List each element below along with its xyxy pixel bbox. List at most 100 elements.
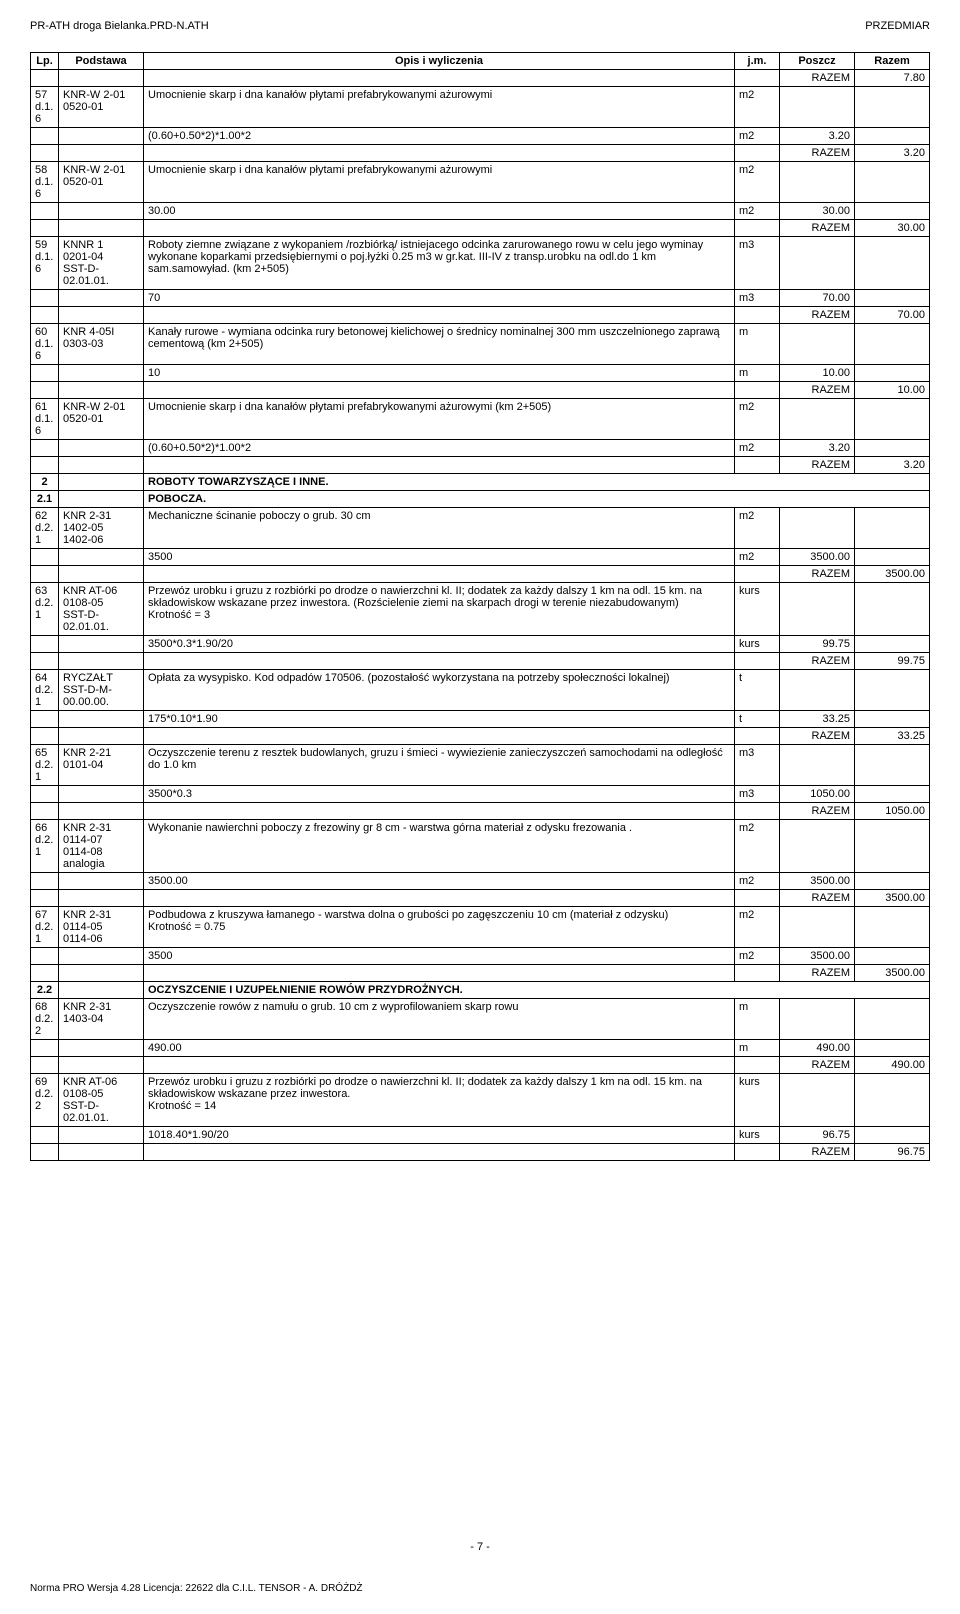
item-jm: m	[735, 324, 780, 365]
table-row: 58d.1.6KNR-W 2-010520-01Umocnienie skarp…	[31, 162, 930, 203]
cell-razem	[855, 365, 930, 382]
razem-label: RAZEM	[780, 145, 855, 162]
cell-lp	[31, 70, 59, 87]
razem-label: RAZEM	[780, 457, 855, 474]
calc-poszcz: 33.25	[780, 711, 855, 728]
cell-jm	[735, 728, 780, 745]
table-row: RAZEM99.75	[31, 653, 930, 670]
calc-poszcz: 10.00	[780, 365, 855, 382]
cell-jm	[735, 890, 780, 907]
item-lp: 63d.2.1	[31, 583, 59, 636]
table-row: 57d.1.6KNR-W 2-010520-01Umocnienie skarp…	[31, 87, 930, 128]
calc-opis: 70	[144, 290, 735, 307]
calc-jm: kurs	[735, 636, 780, 653]
cell-poszcz	[780, 745, 855, 786]
cell-razem	[855, 399, 930, 440]
table-row: 2 ROBOTY TOWARZYSZĄCE I INNE.	[31, 474, 930, 491]
cell-lp	[31, 220, 59, 237]
cell-poszcz	[780, 87, 855, 128]
cell-opis	[144, 1057, 735, 1074]
cell-pod	[59, 890, 144, 907]
cell-jm	[735, 307, 780, 324]
calc-opis: 1018.40*1.90/20	[144, 1127, 735, 1144]
calc-jm: t	[735, 711, 780, 728]
cell-lp	[31, 566, 59, 583]
cell-razem	[855, 440, 930, 457]
item-pod: KNR 2-310114-070114-08analogia	[59, 820, 144, 873]
razem-label: RAZEM	[780, 890, 855, 907]
cell-razem	[855, 999, 930, 1040]
cell-pod	[59, 728, 144, 745]
item-opis: Wykonanie nawierchni poboczy z frezowiny…	[144, 820, 735, 873]
cell-jm	[735, 803, 780, 820]
section-lp: 2.1	[31, 491, 59, 508]
cell-poszcz	[780, 399, 855, 440]
cell-opis	[144, 653, 735, 670]
calc-jm: m2	[735, 128, 780, 145]
table-row: 63d.2.1KNR AT-060108-05SST-D-02.01.01.Pr…	[31, 583, 930, 636]
cell-lp	[31, 145, 59, 162]
table-row: 3500.00m23500.00	[31, 873, 930, 890]
calc-opis: 10	[144, 365, 735, 382]
item-jm: m2	[735, 87, 780, 128]
item-pod: KNR AT-060108-05SST-D-02.01.01.	[59, 1074, 144, 1127]
section-opis: ROBOTY TOWARZYSZĄCE I INNE.	[144, 474, 930, 491]
table-row: 1018.40*1.90/20kurs96.75	[31, 1127, 930, 1144]
cell-lp	[31, 1040, 59, 1057]
razem-label: RAZEM	[780, 566, 855, 583]
calc-opis: 175*0.10*1.90	[144, 711, 735, 728]
item-opis: Umocnienie skarp i dna kanałów płytami p…	[144, 162, 735, 203]
razem-label: RAZEM	[780, 1057, 855, 1074]
cell-poszcz	[780, 670, 855, 711]
cell-pod	[59, 220, 144, 237]
item-opis: Opłata za wysypisko. Kod odpadów 170506.…	[144, 670, 735, 711]
cell-lp	[31, 203, 59, 220]
table-row: RAZEM3500.00	[31, 965, 930, 982]
table-row: 61d.1.6KNR-W 2-010520-01Umocnienie skarp…	[31, 399, 930, 440]
item-lp: 65d.2.1	[31, 745, 59, 786]
calc-jm: m3	[735, 290, 780, 307]
calc-poszcz: 3500.00	[780, 549, 855, 566]
cell-pod	[59, 491, 144, 508]
header-right: PRZEDMIAR	[865, 20, 930, 32]
cell-razem	[855, 745, 930, 786]
cell-opis	[144, 890, 735, 907]
cell-jm	[735, 382, 780, 399]
cell-lp	[31, 803, 59, 820]
table-row: 70m370.00	[31, 290, 930, 307]
item-jm: kurs	[735, 1074, 780, 1127]
cell-poszcz	[780, 324, 855, 365]
cell-lp	[31, 382, 59, 399]
cell-pod	[59, 636, 144, 653]
section-opis: OCZYSZCENIE I UZUPEŁNIENIE ROWÓW PRZYDRO…	[144, 982, 930, 999]
cell-razem	[855, 711, 930, 728]
razem-label: RAZEM	[780, 382, 855, 399]
cell-razem	[855, 907, 930, 948]
item-jm: m2	[735, 820, 780, 873]
calc-poszcz: 96.75	[780, 1127, 855, 1144]
cell-pod	[59, 382, 144, 399]
cell-opis	[144, 457, 735, 474]
razem-value: 3500.00	[855, 965, 930, 982]
item-pod: KNR 4-05I0303-03	[59, 324, 144, 365]
przedmiar-table: Lp. Podstawa Opis i wyliczenia j.m. Posz…	[30, 52, 930, 1161]
razem-value: 3500.00	[855, 566, 930, 583]
cell-razem	[855, 508, 930, 549]
cell-razem	[855, 324, 930, 365]
item-lp: 69d.2.2	[31, 1074, 59, 1127]
table-row: (0.60+0.50*2)*1.00*2m23.20	[31, 128, 930, 145]
calc-opis: 3500*0.3*1.90/20	[144, 636, 735, 653]
table-row: RAZEM3500.00	[31, 566, 930, 583]
item-lp: 62d.2.1	[31, 508, 59, 549]
cell-lp	[31, 290, 59, 307]
razem-label: RAZEM	[780, 653, 855, 670]
cell-razem	[855, 1127, 930, 1144]
item-opis: Przewóz urobku i gruzu z rozbiórki po dr…	[144, 1074, 735, 1127]
cell-opis	[144, 728, 735, 745]
table-row: RAZEM70.00	[31, 307, 930, 324]
cell-jm	[735, 1144, 780, 1161]
table-row: 175*0.10*1.90t33.25	[31, 711, 930, 728]
cell-poszcz	[780, 583, 855, 636]
table-row: RAZEM3.20	[31, 145, 930, 162]
section-lp: 2	[31, 474, 59, 491]
